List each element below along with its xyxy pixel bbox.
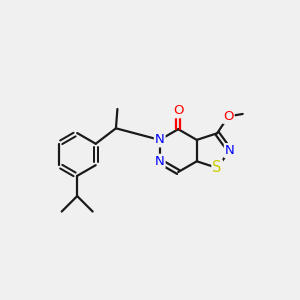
Text: O: O bbox=[173, 104, 184, 117]
Text: O: O bbox=[223, 110, 234, 123]
Text: N: N bbox=[155, 134, 165, 146]
Text: N: N bbox=[225, 144, 235, 157]
Text: S: S bbox=[212, 160, 222, 175]
Text: N: N bbox=[155, 155, 165, 168]
